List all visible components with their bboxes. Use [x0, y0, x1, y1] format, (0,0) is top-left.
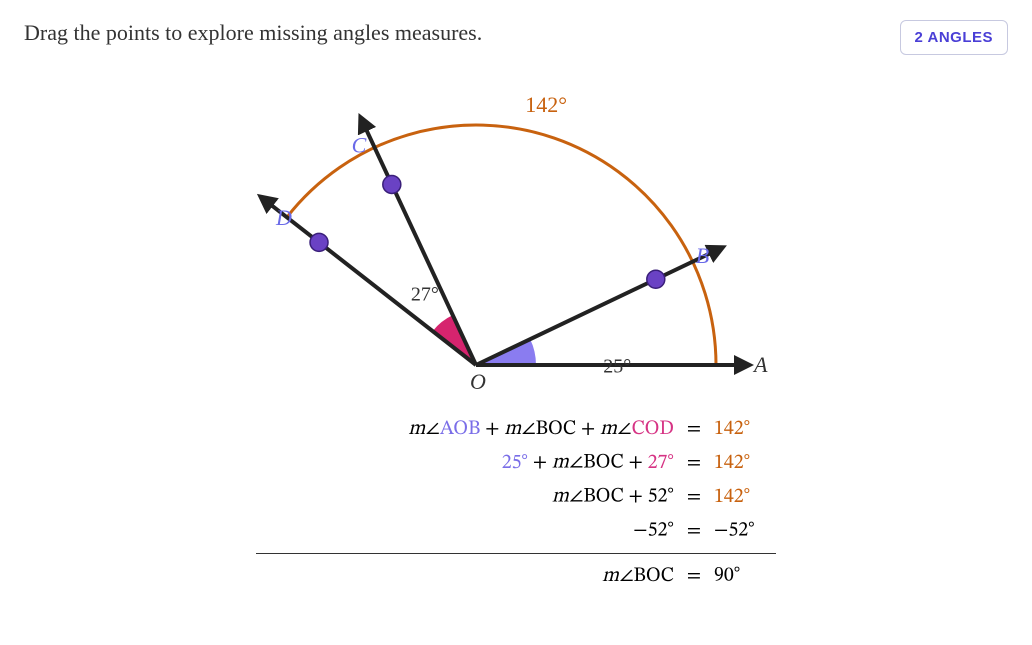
ray-OC [362, 120, 476, 365]
angle-diagram[interactable]: O A B C D 142° 25° 27° [236, 65, 796, 395]
eq-right: 142∘ [706, 447, 776, 476]
point-B[interactable] [647, 270, 665, 288]
ray-OD [263, 199, 476, 365]
point-C[interactable] [383, 175, 401, 193]
angles-count-badge[interactable]: 2 ANGLES [900, 20, 1008, 55]
label-angle-cod: 27° [411, 284, 439, 306]
equals-sign: = [682, 417, 706, 442]
eq-left: m∠BOC + 52∘ [256, 481, 682, 510]
eq-right: −52∘ [706, 515, 776, 544]
equation-row: m∠BOC + 52∘=142∘ [256, 481, 776, 515]
label-B: B [696, 243, 709, 268]
equation-row: m∠AOB + m∠BOC + m∠COD=142∘ [256, 413, 776, 447]
equation-row: −52∘=−52∘ [256, 515, 776, 549]
point-D[interactable] [310, 233, 328, 251]
result-right: 90∘ [706, 560, 776, 589]
diagram-container: O A B C D 142° 25° 27° [24, 65, 1008, 395]
instruction-text: Drag the points to explore missing angle… [24, 20, 482, 46]
equation-row: 25∘ + m∠BOC + 27∘=142∘ [256, 447, 776, 481]
equations-block: m∠AOB + m∠BOC + m∠COD=142∘25∘ + m∠BOC + … [256, 413, 776, 594]
label-angle-aob: 25° [603, 356, 631, 378]
label-A: A [752, 352, 768, 377]
equals-sign: = [682, 451, 706, 476]
equation-divider [256, 553, 776, 554]
equals-sign: = [682, 519, 706, 544]
label-D: D [275, 205, 292, 230]
eq-right: 142∘ [706, 481, 776, 510]
eq-right: 142∘ [706, 413, 776, 442]
label-C: C [352, 132, 367, 157]
equals-sign: = [682, 485, 706, 510]
ray-OB [476, 249, 720, 365]
eq-left: 25∘ + m∠BOC + 27∘ [256, 447, 682, 476]
equals-sign: = [682, 564, 706, 589]
eq-left: m∠AOB + m∠BOC + m∠COD [256, 417, 682, 442]
result-left: m∠BOC [256, 564, 682, 589]
eq-left: −52∘ [256, 515, 682, 544]
label-O: O [470, 369, 486, 394]
label-arc-total: 142° [525, 92, 567, 117]
equation-result-row: m∠BOC = 90∘ [256, 560, 776, 594]
header: Drag the points to explore missing angle… [24, 20, 1008, 55]
total-arc [287, 125, 716, 365]
